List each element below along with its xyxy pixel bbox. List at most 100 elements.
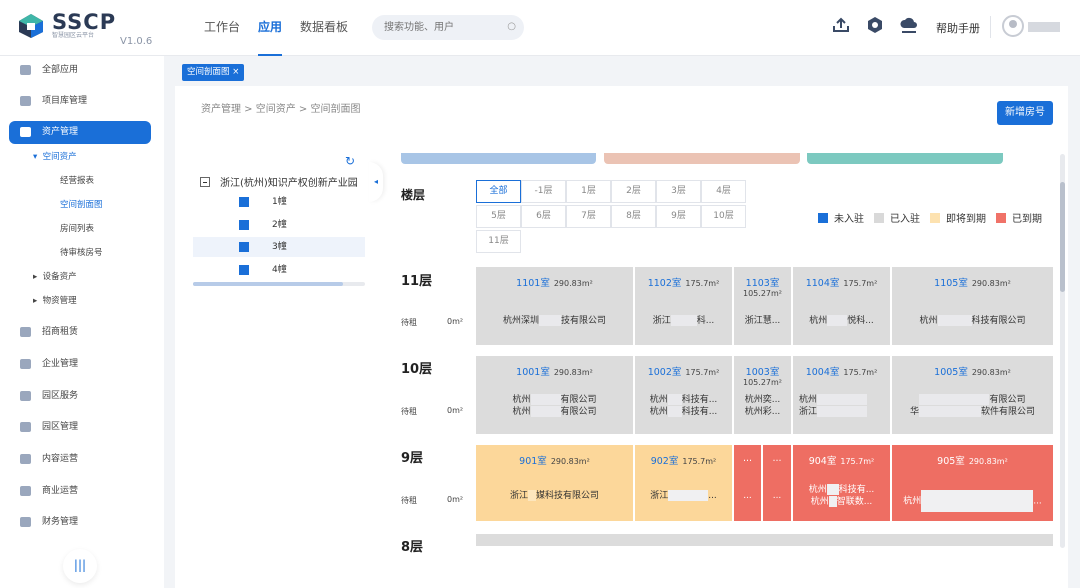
submenu-device-assets[interactable]: ▸ 设备资产 bbox=[33, 272, 77, 282]
room-cell[interactable]: 901室 290.83m² 浙江 媒科技有限公司 bbox=[476, 445, 633, 521]
submenu-space-section[interactable]: 空间剖面图 bbox=[60, 200, 103, 210]
submenu-pending-rooms[interactable]: 待审核房号 bbox=[60, 248, 103, 258]
room-number[interactable]: 1103室 bbox=[745, 278, 780, 289]
help-manual-link[interactable]: 帮助手册 bbox=[936, 22, 980, 35]
tree-node-building[interactable]: 1幢 bbox=[193, 192, 365, 212]
avatar[interactable] bbox=[1002, 15, 1024, 37]
sidebar-item-project-library[interactable]: 项目库管理 bbox=[0, 90, 164, 112]
tree-scrollbar[interactable] bbox=[193, 282, 365, 286]
submenu-material[interactable]: ▸ 物资管理 bbox=[33, 296, 77, 306]
upload-icon[interactable] bbox=[832, 16, 850, 34]
room-cell[interactable]: ... ... bbox=[734, 445, 761, 521]
sidebar: 全部应用 项目库管理 资产管理 ▾ 空间资产 经营报表 空间剖面图 房间列表 待… bbox=[0, 56, 164, 588]
room-cell[interactable]: 1104室 175.7m² 杭州 悦科... bbox=[793, 267, 890, 345]
tree-node-building[interactable]: 2幢 bbox=[193, 215, 365, 235]
floor-option[interactable]: 3层 bbox=[656, 180, 701, 203]
download-icon[interactable] bbox=[900, 16, 918, 34]
vertical-scrollbar[interactable] bbox=[1060, 154, 1065, 548]
room-number[interactable]: 1005室 bbox=[934, 367, 968, 378]
room-cell[interactable]: 1101室 290.83m² 杭州深圳 技有限公司 bbox=[476, 267, 633, 345]
room-cell[interactable]: 1004室 175.7m² 杭州 浙江 bbox=[793, 356, 890, 434]
room-cell[interactable]: 902室 175.7m² 浙江... bbox=[635, 445, 732, 521]
nav-workbench[interactable]: 工作台 bbox=[204, 20, 241, 34]
room-number[interactable]: 901室 bbox=[519, 456, 547, 467]
tab-space-section[interactable]: 空间剖面图 × bbox=[182, 64, 245, 81]
room-number[interactable]: 1001室 bbox=[516, 367, 550, 378]
room-number[interactable]: 1003室 bbox=[745, 367, 780, 378]
room-number[interactable]: 1104室 bbox=[805, 278, 840, 289]
room-cell[interactable] bbox=[476, 534, 1053, 546]
pending-area: 0m² bbox=[447, 406, 464, 415]
sidebar-item-enterprise[interactable]: 企业管理 bbox=[0, 353, 164, 375]
floor-label: 11层 bbox=[401, 274, 433, 289]
floor-option[interactable]: 7层 bbox=[566, 205, 611, 228]
sidebar-item-label: 财务管理 bbox=[42, 517, 79, 527]
refresh-icon[interactable]: ↻ bbox=[345, 154, 356, 168]
floor-option[interactable]: 5层 bbox=[476, 205, 521, 228]
tree-node-building[interactable]: 4幢 bbox=[193, 260, 365, 280]
room-cell[interactable]: 1005室 290.83m² 有限公司 华软件有限公司 bbox=[892, 356, 1053, 434]
room-number[interactable]: 904室 bbox=[808, 456, 837, 467]
nav-apps[interactable]: 应用 bbox=[258, 0, 283, 56]
floor-option[interactable]: 8层 bbox=[611, 205, 656, 228]
floor-option[interactable]: 9层 bbox=[656, 205, 701, 228]
room-cell[interactable]: 905室 290.83m² 杭州... bbox=[892, 445, 1053, 521]
settings-icon[interactable] bbox=[866, 16, 884, 34]
room-number[interactable]: 902室 bbox=[650, 456, 679, 467]
legend-swatch bbox=[930, 212, 940, 223]
legend-swatch bbox=[818, 212, 828, 223]
room-number[interactable]: 1002室 bbox=[647, 367, 682, 378]
sidebar-item-park-management[interactable]: 园区管理 bbox=[0, 416, 164, 438]
tree-node-building[interactable]: 3幢 bbox=[193, 237, 365, 257]
room-number[interactable]: 1101室 bbox=[516, 278, 550, 289]
floor-option[interactable]: 11层 bbox=[476, 230, 521, 253]
room-cell[interactable]: 1102室 175.7m² 浙江 科... bbox=[635, 267, 732, 345]
room-number[interactable]: 1105室 bbox=[934, 278, 968, 289]
add-room-button[interactable]: 新增房号 bbox=[997, 101, 1053, 125]
tree-node-label: 2幢 bbox=[272, 220, 287, 230]
tenant-name: 浙江慧... bbox=[744, 316, 781, 326]
sidebar-item-commercial-ops[interactable]: 商业运营 bbox=[0, 480, 164, 502]
collapse-tree-icon[interactable] bbox=[200, 177, 210, 187]
room-number[interactable]: 1004室 bbox=[805, 367, 840, 378]
tree-node-label: 4幢 bbox=[272, 265, 287, 275]
room-cell[interactable]: ... ... bbox=[763, 445, 791, 521]
sidebar-item-leasing[interactable]: 招商租赁 bbox=[0, 321, 164, 343]
nav-dashboard[interactable]: 数据看板 bbox=[300, 20, 349, 34]
room-cell[interactable]: 904室 175.7m² 杭州 科技有... 杭州 智联数... bbox=[793, 445, 890, 521]
room-cell[interactable]: 1001室 290.83m² 杭州 有限公司 杭州 有限公司 bbox=[476, 356, 633, 434]
search-box[interactable]: ○ bbox=[372, 15, 524, 40]
tree-root[interactable]: 浙江(杭州)知识产权创新产业园 bbox=[200, 174, 358, 189]
logo[interactable]: SSCP 智慧园区云平台 bbox=[18, 12, 116, 40]
floor-option[interactable]: 全部 bbox=[476, 180, 521, 203]
floor-option[interactable]: 6层 bbox=[521, 205, 566, 228]
floor-option[interactable]: 4层 bbox=[701, 180, 746, 203]
room-cell[interactable]: 1003室 105.27m² 杭州奕... 杭州彩... bbox=[734, 356, 791, 434]
sidebar-item-content-ops[interactable]: 内容运营 bbox=[0, 448, 164, 470]
submenu-operations-report[interactable]: 经营报表 bbox=[60, 176, 95, 186]
sidebar-item-all-apps[interactable]: 全部应用 bbox=[0, 59, 164, 81]
search-icon[interactable]: ○ bbox=[507, 21, 516, 32]
room-number[interactable]: ... bbox=[772, 453, 782, 464]
search-input[interactable] bbox=[372, 15, 497, 40]
room-cell[interactable]: 1103室 105.27m² 浙江慧... bbox=[734, 267, 791, 345]
room-number[interactable]: 905室 bbox=[937, 456, 965, 467]
floor-option[interactable]: 2层 bbox=[611, 180, 656, 203]
submenu-room-list[interactable]: 房间列表 bbox=[60, 224, 95, 234]
room-cell[interactable]: 1002室 175.7m² 杭州 科技有... 杭州 科技有... bbox=[635, 356, 732, 434]
user-name[interactable] bbox=[1028, 22, 1060, 32]
room-number[interactable]: ... bbox=[742, 453, 753, 464]
sidebar-item-finance[interactable]: 财务管理 bbox=[0, 511, 164, 533]
tenant-name: 杭州 悦科... bbox=[809, 315, 874, 326]
sidebar-collapse-button[interactable]: ||| bbox=[63, 549, 97, 583]
floor-option[interactable]: 10层 bbox=[701, 205, 746, 228]
floor-option[interactable]: 1层 bbox=[566, 180, 611, 203]
room-number[interactable]: 1102室 bbox=[647, 278, 682, 289]
floor-option[interactable]: -1层 bbox=[521, 180, 566, 203]
room-cell[interactable]: 1105室 290.83m² 杭州 科技有限公司 bbox=[892, 267, 1053, 345]
pending-label: 待租 bbox=[401, 407, 417, 416]
collapse-panel-button[interactable]: ◂ bbox=[369, 162, 383, 202]
submenu-space-assets[interactable]: ▾ 空间资产 bbox=[33, 152, 77, 162]
sidebar-item-park-service[interactable]: 园区服务 bbox=[0, 385, 164, 407]
sidebar-item-asset-management[interactable]: 资产管理 bbox=[9, 121, 151, 144]
